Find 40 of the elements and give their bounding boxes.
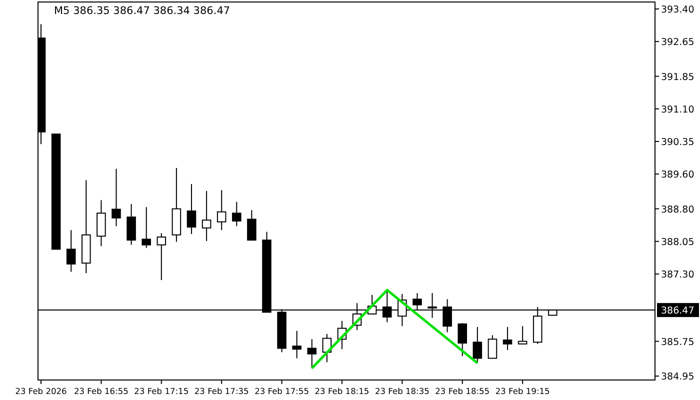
candlestick <box>472 326 482 364</box>
x-tick-label: 23 Feb 17:15 <box>134 386 189 396</box>
candlestick <box>126 204 136 246</box>
candlestick <box>292 330 302 359</box>
x-tick-label: 23 Feb 18:35 <box>374 386 430 396</box>
x-tick-label: 23 Feb 18:55 <box>435 386 490 396</box>
candlestick <box>307 338 317 369</box>
y-tick-label: 392.65 <box>661 37 694 48</box>
candlestick <box>232 201 242 227</box>
candlestick <box>518 326 528 344</box>
candlestick <box>156 232 166 281</box>
y-tick-label: 390.35 <box>661 136 694 148</box>
y-tick-label: 387.30 <box>661 269 694 280</box>
candlestick <box>502 326 512 351</box>
y-tick-label: 384.95 <box>661 372 694 383</box>
candlestick <box>202 190 212 242</box>
x-tick-label: 23 Feb 17:35 <box>194 386 249 396</box>
x-tick-label: 23 Feb 16:55 <box>74 386 128 396</box>
x-tick-label: 23 Feb 2026 <box>15 386 67 396</box>
x-tick-label: 23 Feb 18:15 <box>314 386 370 396</box>
candlestick <box>488 334 498 359</box>
candlestick <box>142 206 151 248</box>
x-tick-label: 23 Feb 17:55 <box>254 386 310 396</box>
candlestick <box>66 230 76 272</box>
candlestick <box>216 190 226 231</box>
y-tick-label: 389.60 <box>661 170 694 181</box>
candlestick <box>247 210 256 241</box>
candlestick <box>112 168 121 227</box>
candlestick <box>186 184 196 235</box>
y-tick-label: 388.80 <box>661 204 694 216</box>
y-tick-label: 391.10 <box>661 104 694 116</box>
y-tick-label: 385.75 <box>661 336 694 348</box>
ref-line-label: 386.47 <box>661 306 694 317</box>
candlestick <box>96 200 106 247</box>
x-tick-label: 23 Feb 19:15 <box>495 386 550 396</box>
candlestick <box>458 322 468 357</box>
y-tick-label: 391.85 <box>661 72 694 83</box>
y-tick-label: 393.40 <box>661 4 694 16</box>
y-tick-label: 388.05 <box>661 236 694 248</box>
chart-title: M5 386.35 386.47 386.34 386.47 <box>54 5 230 17</box>
